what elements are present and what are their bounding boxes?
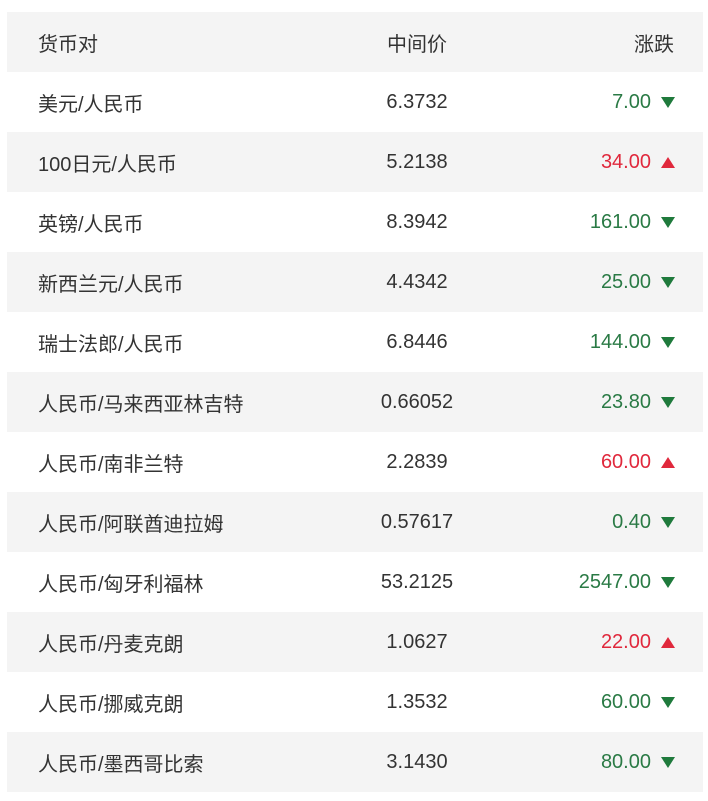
change-cell: 60.00 — [515, 691, 703, 714]
change-value: 25.00 — [600, 270, 651, 293]
mid-price: 8.3942 — [386, 210, 448, 233]
change-value: 23.80 — [600, 390, 651, 413]
change-value: 2547.00 — [578, 570, 651, 593]
triangle-down-icon — [661, 396, 675, 408]
table-row: 新西兰元/人民币 4.4342 25.00 — [7, 252, 703, 312]
triangle-down-icon — [661, 336, 675, 348]
table-row: 瑞士法郎/人民币 6.8446 144.00 — [7, 312, 703, 372]
table-row: 人民币/阿联酋迪拉姆 0.57617 0.40 — [7, 492, 703, 552]
triangle-down-icon — [661, 96, 675, 108]
mid-price: 5.2138 — [386, 150, 448, 173]
triangle-down-icon — [661, 756, 675, 768]
mid-price: 1.0627 — [386, 630, 448, 653]
currency-pair: 人民币/挪威克朗 — [38, 693, 184, 716]
triangle-down-icon — [661, 576, 675, 588]
header-change: 涨跌 — [515, 28, 703, 57]
table-row: 人民币/南非兰特 2.2839 60.00 — [7, 432, 703, 492]
currency-pair: 人民币/匈牙利福林 — [38, 573, 204, 596]
change-cell: 25.00 — [515, 271, 703, 294]
change-value: 34.00 — [600, 150, 651, 173]
header-change-label: 涨跌 — [634, 33, 674, 56]
table-row: 人民币/丹麦克朗 1.0627 22.00 — [7, 612, 703, 672]
mid-price: 4.4342 — [386, 270, 448, 293]
triangle-down-icon — [661, 516, 675, 528]
change-value: 80.00 — [600, 750, 651, 773]
triangle-down-icon — [661, 216, 675, 228]
change-cell: 80.00 — [515, 751, 703, 774]
header-pair: 货币对 — [38, 33, 98, 56]
triangle-up-icon — [661, 636, 675, 648]
change-cell: 144.00 — [515, 331, 703, 354]
change-value: 60.00 — [600, 450, 651, 473]
table-row: 人民币/马来西亚林吉特 0.66052 23.80 — [7, 372, 703, 432]
mid-price: 6.3732 — [386, 90, 448, 113]
triangle-up-icon — [661, 456, 675, 468]
currency-pair: 100日元/人民币 — [38, 153, 177, 176]
currency-pair: 人民币/墨西哥比索 — [38, 753, 204, 776]
mid-price: 1.3532 — [386, 690, 448, 713]
mid-price: 6.8446 — [386, 330, 448, 353]
table-header: 货币对 中间价 涨跌 — [7, 12, 703, 72]
change-cell: 60.00 — [515, 451, 703, 474]
change-cell: 2547.00 — [515, 571, 703, 594]
currency-pair: 英镑/人民币 — [38, 213, 144, 236]
currency-pair: 新西兰元/人民币 — [38, 273, 184, 296]
triangle-down-icon — [661, 696, 675, 708]
mid-price: 53.2125 — [380, 570, 454, 593]
change-value: 7.00 — [612, 90, 651, 113]
change-cell: 34.00 — [515, 151, 703, 174]
change-value: 161.00 — [589, 210, 651, 233]
table-row: 人民币/挪威克朗 1.3532 60.00 — [7, 672, 703, 732]
currency-pair: 人民币/南非兰特 — [38, 453, 184, 476]
currency-pair: 美元/人民币 — [38, 93, 144, 116]
table-row: 100日元/人民币 5.2138 34.00 — [7, 132, 703, 192]
exchange-rate-table: 货币对 中间价 涨跌 美元/人民币 6.3732 7.00 100日元/人民币 5.21… — [7, 12, 703, 792]
change-cell: 0.40 — [515, 511, 703, 534]
table-row: 人民币/匈牙利福林 53.2125 2547.00 — [7, 552, 703, 612]
mid-price: 2.2839 — [386, 450, 448, 473]
change-cell: 22.00 — [515, 631, 703, 654]
currency-pair: 瑞士法郎/人民币 — [38, 333, 184, 356]
table-row: 人民币/墨西哥比索 3.1430 80.00 — [7, 732, 703, 792]
currency-pair: 人民币/阿联酋迪拉姆 — [38, 513, 224, 536]
change-value: 60.00 — [600, 690, 651, 713]
change-value: 0.40 — [612, 510, 651, 533]
change-cell: 161.00 — [515, 211, 703, 234]
mid-price: 3.1430 — [386, 750, 448, 773]
header-mid: 中间价 — [387, 33, 447, 56]
change-cell: 7.00 — [515, 91, 703, 114]
table-row: 英镑/人民币 8.3942 161.00 — [7, 192, 703, 252]
change-value: 22.00 — [600, 630, 651, 653]
currency-pair: 人民币/马来西亚林吉特 — [38, 393, 244, 416]
currency-pair: 人民币/丹麦克朗 — [38, 633, 184, 656]
mid-price: 0.66052 — [380, 390, 454, 413]
table-row: 美元/人民币 6.3732 7.00 — [7, 72, 703, 132]
change-value: 144.00 — [589, 330, 651, 353]
triangle-down-icon — [661, 276, 675, 288]
change-cell: 23.80 — [515, 391, 703, 414]
triangle-up-icon — [661, 156, 675, 168]
mid-price: 0.57617 — [380, 510, 454, 533]
